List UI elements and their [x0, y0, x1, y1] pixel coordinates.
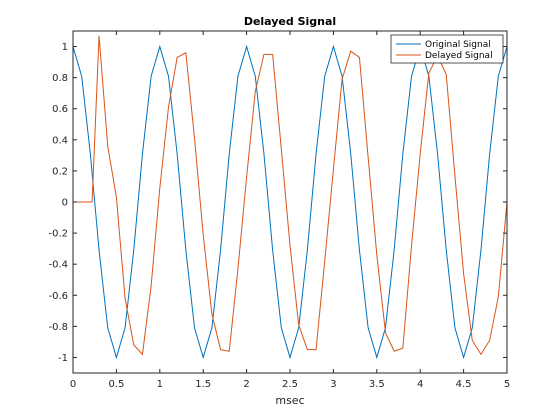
chart-title: Delayed Signal [244, 15, 336, 28]
x-tick-label: 0.5 [108, 379, 124, 390]
y-tick-label: -0.6 [48, 291, 68, 302]
y-tick-label: -1 [58, 353, 68, 364]
plot-area [73, 31, 507, 373]
y-tick-label: -0.4 [48, 260, 68, 271]
legend-entry: Delayed Signal [425, 51, 493, 61]
y-tick-label: 0.6 [52, 104, 68, 115]
y-tick-label: 0 [62, 198, 68, 209]
y-tick-label: -0.8 [48, 322, 68, 333]
y-tick-label: 0.8 [52, 73, 68, 84]
x-tick-label: 3.5 [369, 379, 385, 390]
x-tick-label: 3 [330, 379, 336, 390]
y-tick-label: 0.4 [52, 135, 68, 146]
y-axis: -1 -0.8 -0.6 -0.4 -0.2 0 0.2 0.4 0.6 0.8 1 [48, 42, 507, 364]
x-tick-label: 2.5 [282, 379, 298, 390]
x-tick-label: 1 [157, 379, 163, 390]
y-tick-label: 0.2 [52, 166, 68, 177]
x-tick-label: 5 [504, 379, 510, 390]
series-layer [72, 35, 508, 360]
x-tick-label: 1.5 [195, 379, 211, 390]
y-tick-label: -0.2 [48, 229, 68, 240]
x-tick-label: 0 [70, 379, 76, 390]
series-line-1 [72, 44, 508, 360]
x-axis: 0 0.5 1 1.5 2 2.5 3 3.5 4 4.5 5 [70, 31, 510, 390]
series-line-2 [73, 35, 508, 356]
legend-box [390, 34, 504, 64]
legend-entry: Original Signal [425, 40, 491, 50]
x-tick-label: 2 [243, 379, 249, 390]
x-tick-label: 4.5 [456, 379, 472, 390]
y-tick-label: 1 [62, 42, 68, 53]
x-tick-label: 4 [417, 379, 423, 390]
x-axis-label: msec [275, 394, 304, 407]
